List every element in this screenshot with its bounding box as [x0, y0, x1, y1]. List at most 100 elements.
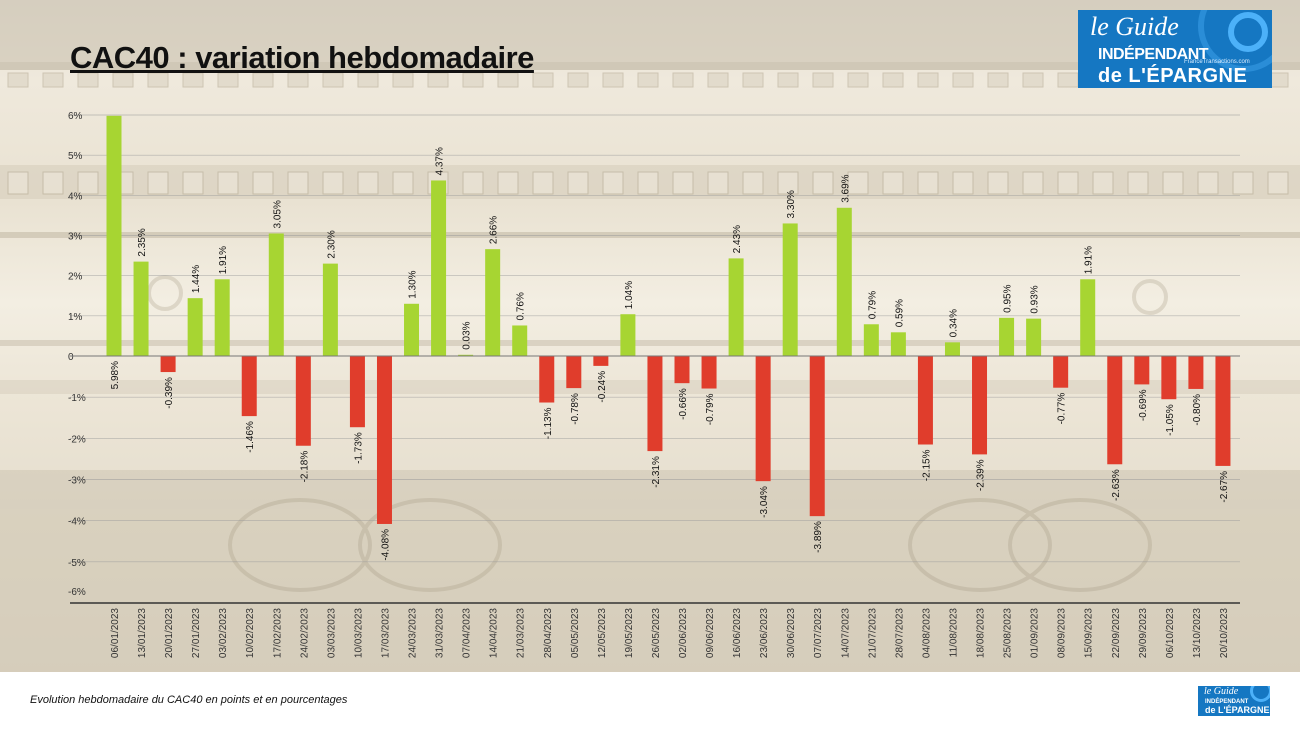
logo-guide-epargne: le Guide INDÉPENDANT FranceTransactions.… — [1078, 10, 1272, 88]
bar — [268, 233, 284, 356]
x-tick-label: 15/09/2023 — [1084, 608, 1095, 658]
bar — [809, 356, 825, 517]
x-tick-label: 06/01/2023 — [110, 608, 121, 658]
x-tick-label: 24/03/2023 — [408, 608, 419, 658]
y-tick-label: 6% — [68, 111, 83, 122]
data-label: 3.69% — [840, 174, 851, 202]
data-label: 1.30% — [408, 270, 419, 298]
bar — [593, 356, 609, 366]
bar — [972, 356, 988, 455]
bar — [539, 356, 555, 403]
bar — [1053, 356, 1069, 388]
x-tick-label: 17/02/2023 — [272, 608, 283, 658]
data-label: -2.18% — [299, 451, 310, 483]
bar — [458, 354, 474, 356]
logo-small-line1: le Guide — [1204, 686, 1239, 697]
x-tick-label: 25/08/2023 — [1003, 608, 1014, 658]
bar — [241, 356, 257, 417]
bar — [1188, 356, 1204, 389]
data-label: 0.03% — [462, 321, 473, 349]
bar — [295, 356, 311, 446]
bar — [890, 332, 906, 356]
bar — [187, 298, 203, 356]
x-tick-label: 10/03/2023 — [353, 608, 364, 658]
y-tick-label: -6% — [68, 587, 86, 598]
chart-caption: Evolution hebdomadaire du CAC40 en point… — [30, 694, 348, 706]
data-label: 2.43% — [732, 225, 743, 253]
data-label: -0.39% — [164, 377, 175, 409]
x-tick-label: 13/10/2023 — [1192, 608, 1203, 658]
data-label: -1.73% — [353, 432, 364, 464]
bar — [566, 356, 582, 389]
bar — [701, 356, 717, 389]
data-label: -0.77% — [1057, 393, 1068, 425]
x-tick-label: 28/04/2023 — [543, 608, 554, 658]
data-label: 2.35% — [137, 228, 148, 256]
bar — [106, 115, 122, 356]
x-tick-label: 02/06/2023 — [678, 608, 689, 658]
bar — [1080, 279, 1096, 356]
data-label: 1.91% — [1084, 246, 1095, 274]
logo-guide-epargne-small: le Guide INDÉPENDANT de L'ÉPARGNE — [1198, 686, 1270, 716]
x-tick-label: 29/09/2023 — [1138, 608, 1149, 658]
data-label: -3.89% — [813, 521, 824, 553]
x-tick-label: 04/08/2023 — [921, 608, 932, 658]
bar — [917, 356, 933, 445]
bar-chart: 6% 5% 4% 3% 2% 1% 0 -1% -2% -3% -4% -5% -6% 5.98% 06/… — [68, 111, 1240, 658]
y-tick-label: 5% — [68, 151, 83, 162]
bar — [1215, 356, 1231, 466]
logo-line2: INDÉPENDANT — [1098, 46, 1209, 63]
data-label: 1.04% — [624, 281, 635, 309]
bar — [214, 279, 230, 356]
data-label: -2.31% — [651, 456, 662, 488]
data-label: -0.79% — [705, 393, 716, 425]
data-label: 4.37% — [435, 147, 446, 175]
x-tick-label: 14/04/2023 — [489, 608, 500, 658]
y-tick-label: 2% — [68, 272, 83, 283]
x-tick-label: 10/02/2023 — [245, 608, 256, 658]
data-label: 1.91% — [218, 246, 229, 274]
data-label: 3.30% — [786, 190, 797, 218]
data-label: -2.63% — [1111, 469, 1122, 501]
x-tick-label: 03/03/2023 — [326, 608, 337, 658]
x-tick-label: 07/07/2023 — [813, 608, 824, 658]
data-label: -2.15% — [921, 449, 932, 481]
data-label: 1.44% — [191, 265, 202, 293]
data-label: 2.30% — [326, 230, 337, 258]
page-title: CAC40 : variation hebdomadaire — [70, 40, 534, 75]
bar — [133, 261, 149, 356]
chart-area: 6% 5% 4% 3% 2% 1% 0 -1% -2% -3% -4% -5% -6% 5.98% 06/… — [0, 0, 1300, 672]
data-label: 0.76% — [516, 292, 527, 320]
data-label: 5.98% — [110, 361, 121, 389]
x-tick-label: 17/03/2023 — [380, 608, 391, 658]
x-tick-label: 03/02/2023 — [218, 608, 229, 658]
x-tick-label: 20/01/2023 — [164, 608, 175, 658]
y-tick-label: 1% — [68, 312, 83, 323]
data-label: 0.59% — [894, 299, 905, 327]
x-tick-label: 06/10/2023 — [1165, 608, 1176, 658]
x-tick-label: 01/09/2023 — [1030, 608, 1041, 658]
y-tick-label: -3% — [68, 476, 86, 487]
data-label: -3.04% — [759, 486, 770, 518]
y-tick-label: -4% — [68, 517, 86, 528]
x-tick-label: 12/05/2023 — [597, 608, 608, 658]
bar — [944, 342, 960, 356]
bar — [782, 223, 798, 356]
y-tick-label: 3% — [68, 232, 83, 243]
bar — [376, 356, 392, 524]
x-tick-label: 20/10/2023 — [1219, 608, 1230, 658]
x-tick-label: 30/06/2023 — [786, 608, 797, 658]
logo-line1: le Guide — [1090, 12, 1179, 41]
logo-small-line2: INDÉPENDANT — [1205, 699, 1249, 705]
data-label: 2.66% — [489, 216, 500, 244]
x-tick-label: 24/02/2023 — [299, 608, 310, 658]
data-label: -2.39% — [976, 459, 987, 491]
logo-line3: de L'ÉPARGNE — [1098, 65, 1248, 87]
bar — [512, 325, 528, 356]
x-tick-label: 18/08/2023 — [976, 608, 987, 658]
data-label: -0.24% — [597, 371, 608, 403]
x-tick-label: 16/06/2023 — [732, 608, 743, 658]
x-tick-label: 11/08/2023 — [948, 608, 959, 658]
logo-site: FranceTransactions.com — [1184, 59, 1250, 65]
bar — [647, 356, 663, 452]
